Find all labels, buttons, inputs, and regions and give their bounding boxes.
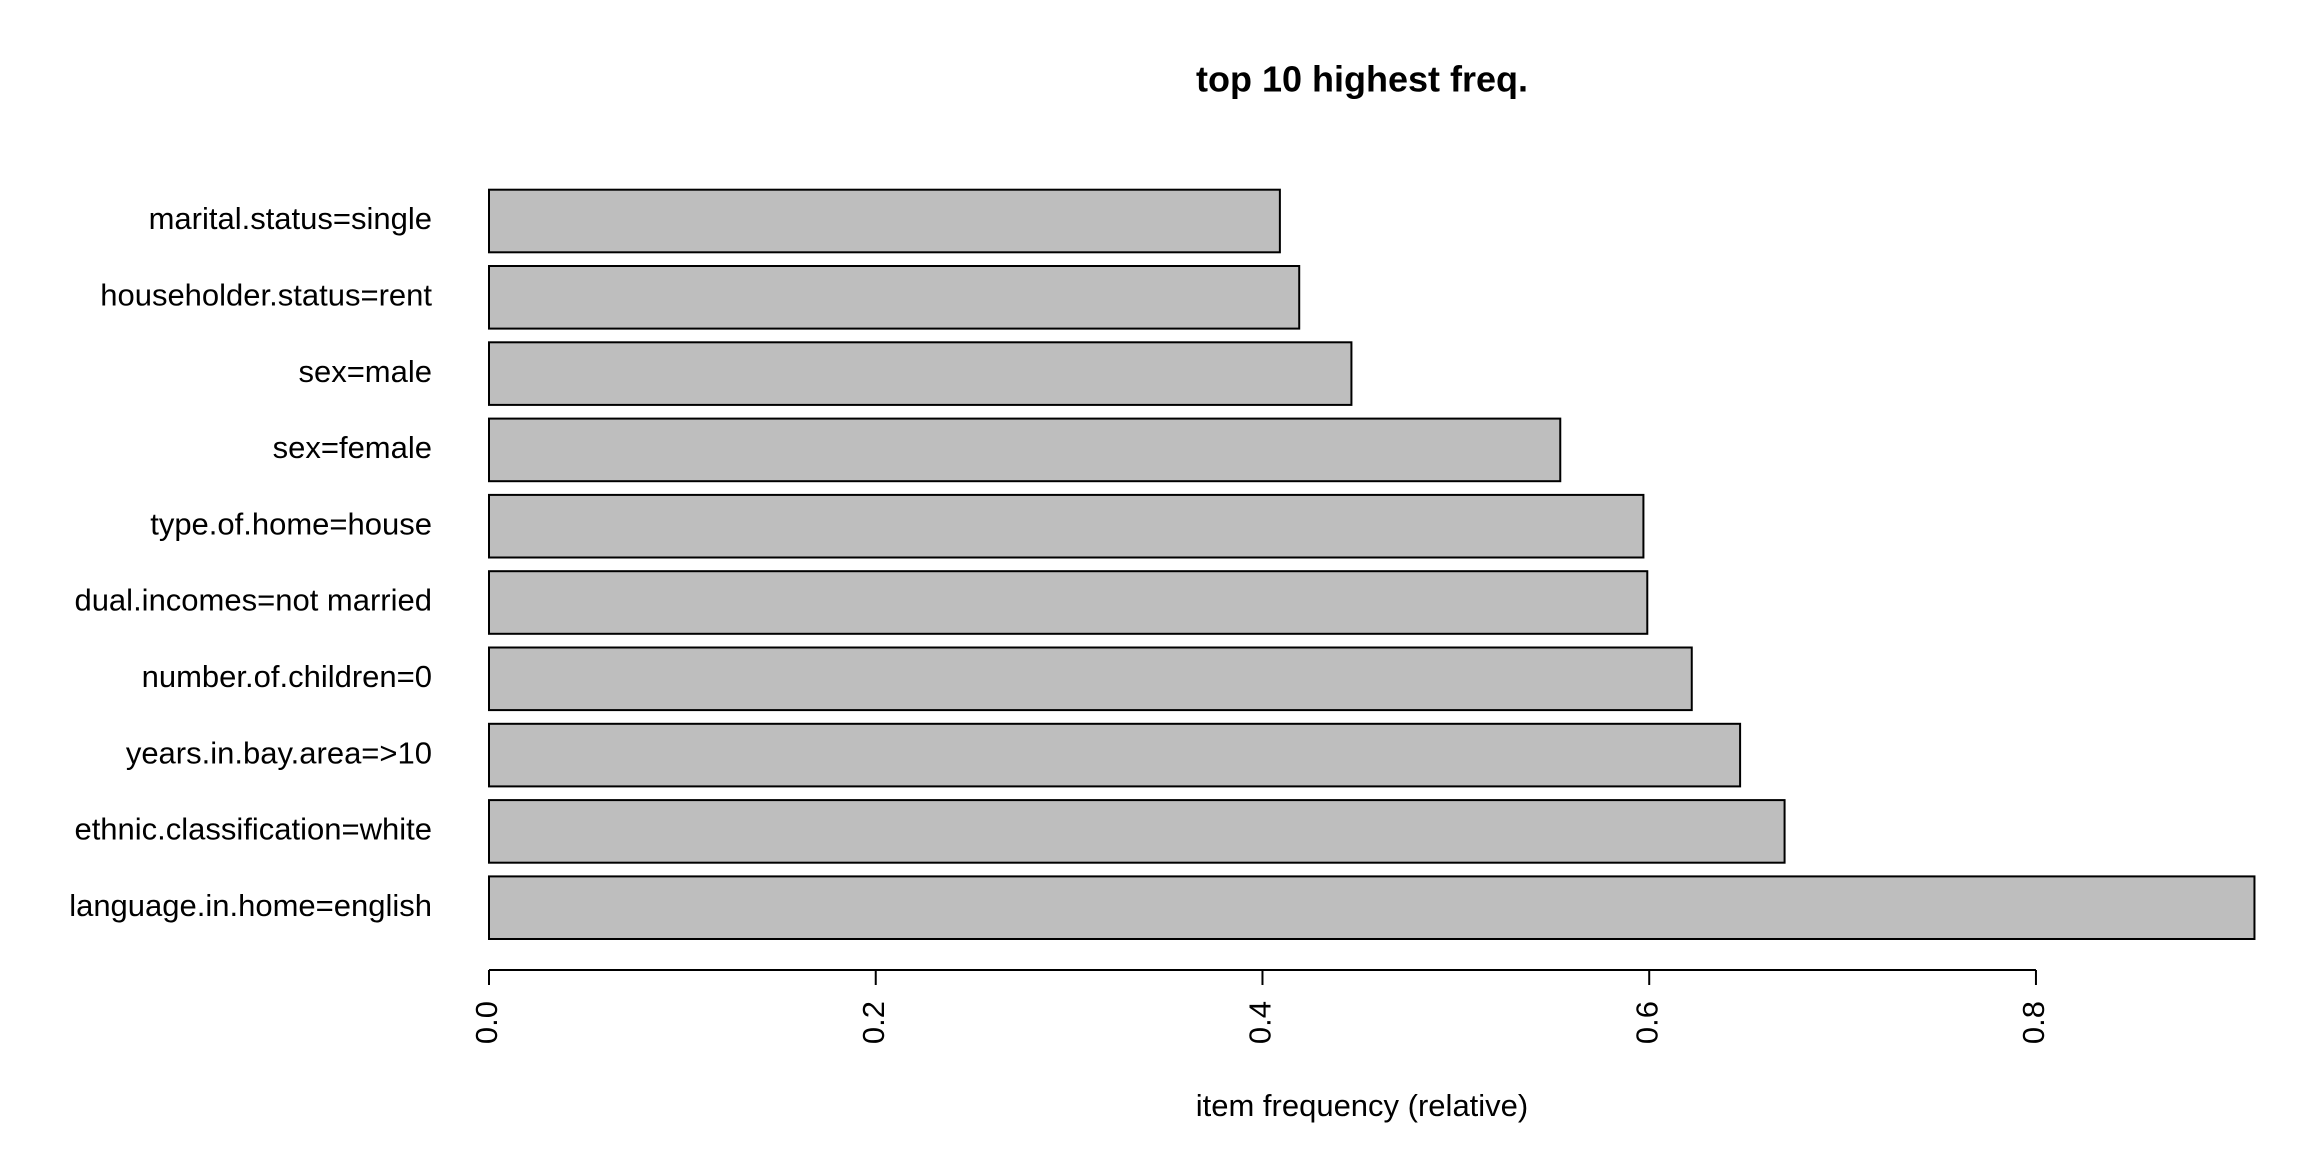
y-tick-label: sex=female	[273, 430, 432, 465]
x-tick-label: 0.0	[469, 1001, 504, 1044]
bar	[488, 341, 1353, 406]
x-tick-label: 0.2	[856, 1001, 891, 1044]
x-tick-label: 0.6	[1629, 1001, 1664, 1044]
bar	[488, 493, 1645, 559]
y-tick-label: years.in.bay.area=>10	[126, 735, 432, 770]
bar	[488, 799, 1786, 864]
bar	[488, 722, 1742, 788]
y-tick-label: type.of.home=house	[150, 506, 432, 541]
bar	[488, 646, 1693, 712]
y-tick-label: dual.incomes=not married	[74, 583, 432, 618]
y-tick-label: ethnic.classification=white	[74, 812, 432, 847]
y-tick-label: number.of.children=0	[142, 659, 432, 694]
bar	[488, 570, 1649, 635]
bar	[488, 188, 1281, 254]
bar	[488, 875, 2256, 941]
y-tick-label: language.in.home=english	[69, 888, 432, 923]
bar	[488, 417, 1562, 483]
x-tick-label: 0.8	[2016, 1001, 2051, 1044]
bar	[488, 265, 1301, 330]
y-tick-label: householder.status=rent	[100, 277, 432, 312]
x-axis-label: item frequency (relative)	[1196, 1088, 1529, 1123]
chart-title: top 10 highest freq.	[1196, 59, 1528, 100]
y-tick-label: marital.status=single	[149, 201, 432, 236]
x-tick-label: 0.4	[1243, 1001, 1278, 1044]
y-tick-label: sex=male	[298, 354, 432, 389]
